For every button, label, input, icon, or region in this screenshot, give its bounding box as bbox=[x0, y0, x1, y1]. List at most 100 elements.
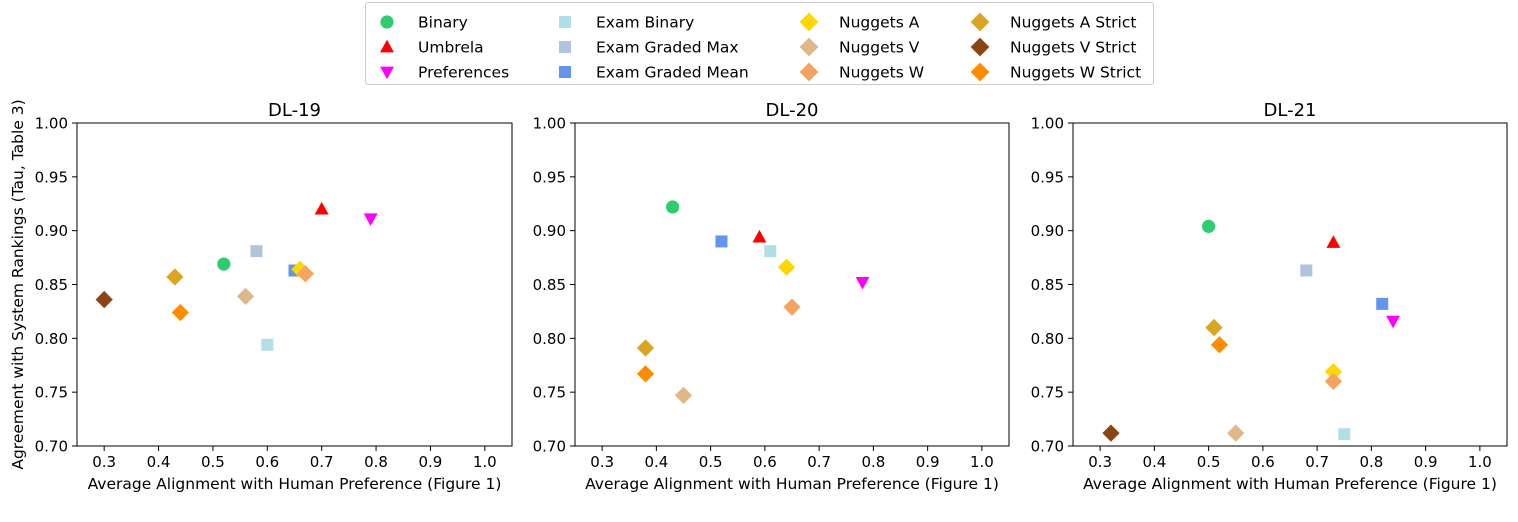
point-exam-graded-max bbox=[1300, 264, 1313, 277]
legend-label: Nuggets W Strict bbox=[1010, 64, 1141, 82]
legend-entry: Umbrela bbox=[380, 39, 484, 57]
x-tick-label: 1.0 bbox=[970, 453, 994, 471]
y-tick-label: 1.00 bbox=[533, 115, 566, 133]
legend-marker-square bbox=[559, 41, 571, 53]
legend-entry: Exam Graded Mean bbox=[559, 64, 749, 82]
point-nuggets-w bbox=[783, 298, 801, 316]
legend-entry: Exam Binary bbox=[559, 14, 694, 32]
point-nuggets-v-strict bbox=[95, 290, 113, 309]
point-nuggets-v bbox=[1227, 424, 1245, 442]
legend-marker-diamond bbox=[970, 12, 990, 32]
y-tick-label: 1.00 bbox=[35, 115, 68, 133]
legend-label: Nuggets V bbox=[839, 39, 920, 57]
y-tick-label: 0.95 bbox=[533, 168, 566, 186]
legend-marker-diamond bbox=[799, 37, 819, 57]
point-umbrela bbox=[1326, 235, 1341, 248]
subplot-title: DL-21 bbox=[1264, 100, 1317, 121]
x-tick-label: 0.4 bbox=[1142, 453, 1166, 471]
point-binary bbox=[1202, 219, 1216, 233]
y-tick-label: 0.70 bbox=[35, 438, 68, 456]
point-nuggets-v bbox=[236, 287, 255, 305]
legend-label: Umbrela bbox=[418, 39, 484, 57]
subplot-dl-21: DL-21 0.3 0.4 0.5 0.6 0.7 0.8 0.9 1.0 0.70 0.75 0.8… bbox=[1031, 100, 1508, 493]
legend-marker-square bbox=[559, 16, 571, 28]
legend-label: Exam Graded Max bbox=[596, 39, 739, 57]
legend-marker-diamond bbox=[970, 37, 990, 57]
x-tick-label: 0.8 bbox=[861, 453, 885, 471]
y-tick-label: 0.90 bbox=[35, 222, 68, 240]
point-exam-binary bbox=[1338, 428, 1351, 441]
axes-frame bbox=[574, 122, 1010, 447]
x-tick-label: 0.3 bbox=[92, 453, 116, 471]
y-tick-label: 0.95 bbox=[35, 168, 68, 186]
x-tick-label: 0.4 bbox=[147, 453, 171, 471]
point-nuggets-v bbox=[674, 386, 693, 405]
subplot-title: DL-19 bbox=[268, 100, 321, 121]
point-exam-graded-mean bbox=[1376, 297, 1389, 310]
legend-label: Nuggets A bbox=[839, 14, 920, 32]
legend-label: Preferences bbox=[418, 64, 509, 82]
legend-entry: Nuggets A Strict bbox=[970, 12, 1136, 32]
point-umbrela bbox=[314, 201, 329, 215]
x-tick-label: 0.9 bbox=[916, 453, 940, 471]
y-axis-label: Agreement with System Rankings (Tau, Tab… bbox=[9, 99, 27, 469]
y-tick-label: 1.00 bbox=[1031, 115, 1064, 133]
x-tick-label: 0.9 bbox=[1414, 453, 1438, 471]
point-exam-graded-max bbox=[250, 245, 263, 258]
legend-label: Nuggets W bbox=[839, 64, 924, 82]
legend-entry: Nuggets W bbox=[799, 62, 924, 82]
point-nuggets-a-strict bbox=[1205, 318, 1223, 337]
y-tick-label: 0.75 bbox=[1031, 384, 1064, 402]
x-tick-label: 0.6 bbox=[1251, 453, 1275, 471]
x-tick-label: 0.8 bbox=[1359, 453, 1383, 471]
point-nuggets-a-strict bbox=[166, 268, 184, 286]
legend-entry: Binary bbox=[380, 14, 468, 32]
point-nuggets-w-strict bbox=[1210, 336, 1229, 354]
point-nuggets-a-strict bbox=[636, 339, 655, 357]
y-tick-label: 0.70 bbox=[533, 438, 566, 456]
x-tick-label: 0.3 bbox=[1088, 453, 1112, 471]
legend-marker-circle bbox=[380, 15, 394, 29]
legend-entry: Nuggets V bbox=[799, 37, 920, 57]
x-axis-label: Average Alignment with Human Preference … bbox=[585, 475, 999, 493]
y-tick-label: 0.80 bbox=[1031, 330, 1064, 348]
legend-label: Nuggets A Strict bbox=[1010, 14, 1136, 32]
x-tick-label: 0.7 bbox=[310, 453, 334, 471]
x-tick-label: 0.7 bbox=[807, 453, 831, 471]
subplot-title: DL-20 bbox=[766, 100, 819, 121]
x-axis-label: Average Alignment with Human Preference … bbox=[1083, 475, 1497, 493]
legend-entry: Nuggets V Strict bbox=[970, 37, 1136, 57]
x-tick-label: 0.5 bbox=[201, 453, 225, 471]
y-tick-label: 0.75 bbox=[533, 384, 566, 402]
point-preferences bbox=[363, 213, 378, 227]
legend-entry: Preferences bbox=[380, 64, 509, 82]
point-nuggets-a bbox=[777, 258, 796, 276]
legend-marker-triangle-up bbox=[380, 39, 394, 53]
x-tick-label: 0.7 bbox=[1305, 453, 1329, 471]
x-tick-label: 0.8 bbox=[364, 453, 388, 471]
y-tick-label: 0.70 bbox=[1031, 438, 1064, 456]
x-tick-label: 0.3 bbox=[590, 453, 614, 471]
legend: Binary Umbrela Preferences Exam Binary Exam … bbox=[365, 2, 1154, 85]
y-tick-label: 0.85 bbox=[35, 276, 68, 294]
point-binary bbox=[217, 257, 231, 271]
point-nuggets-w bbox=[1324, 372, 1343, 391]
legend-marker-diamond bbox=[970, 62, 990, 82]
x-tick-label: 0.5 bbox=[699, 453, 723, 471]
legend-entry: Nuggets A bbox=[799, 12, 920, 32]
subplot-dl-20: DL-20 0.3 0.4 0.5 0.6 0.7 0.8 0.9 1.0 0.70 0.75 0.8… bbox=[533, 100, 1010, 493]
point-preferences bbox=[1386, 315, 1401, 329]
legend-marker-diamond bbox=[799, 12, 819, 32]
y-tick-label: 0.90 bbox=[533, 222, 566, 240]
subplot-dl-19: DL-19 0.3 0.4 0.5 0.6 0.7 0.8 0.9 1.0 0.70 0.75 0.8… bbox=[9, 99, 513, 493]
point-exam-binary bbox=[764, 245, 777, 258]
y-tick-label: 0.80 bbox=[533, 330, 566, 348]
point-nuggets-v-strict bbox=[1102, 424, 1120, 442]
point-preferences bbox=[855, 276, 870, 290]
point-exam-binary bbox=[261, 338, 274, 351]
x-tick-label: 0.4 bbox=[644, 453, 668, 471]
x-tick-label: 0.6 bbox=[255, 453, 279, 471]
point-exam-graded-mean bbox=[715, 235, 728, 248]
legend-marker-triangle-down bbox=[380, 66, 394, 80]
